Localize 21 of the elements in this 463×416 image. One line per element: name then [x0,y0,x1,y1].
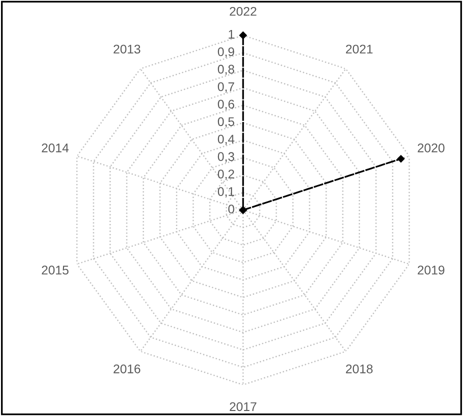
spoke-label: 2019 [418,266,444,275]
y-tick-label: 0 [228,204,234,214]
y-tick-label: 0,7 [218,82,234,93]
spoke-label: 2018 [346,364,373,374]
y-tick-label: 1 [228,30,234,39]
y-tick-label: 0,3 [218,152,234,162]
y-tick-label: 0,1 [218,187,234,198]
y-tick-label: 0,6 [218,100,234,110]
spoke-label: 2016 [114,364,140,374]
spoke-label: 2021 [346,44,373,54]
spoke-label: 2022 [230,6,256,16]
y-tick-label: 0,8 [218,64,234,76]
y-tick-label: 0,9 [218,47,234,58]
spoke-label: 2014 [42,144,69,152]
y-tick-label: 0,5 [218,117,234,128]
spoke-label: 2013 [114,44,140,54]
y-tick-label: 0,2 [218,170,234,180]
spoke-label: 2020 [418,144,444,152]
y-tick-label: 0,4 [218,134,234,146]
spoke-label: 2015 [42,266,68,275]
spoke-label: 2017 [230,402,256,412]
